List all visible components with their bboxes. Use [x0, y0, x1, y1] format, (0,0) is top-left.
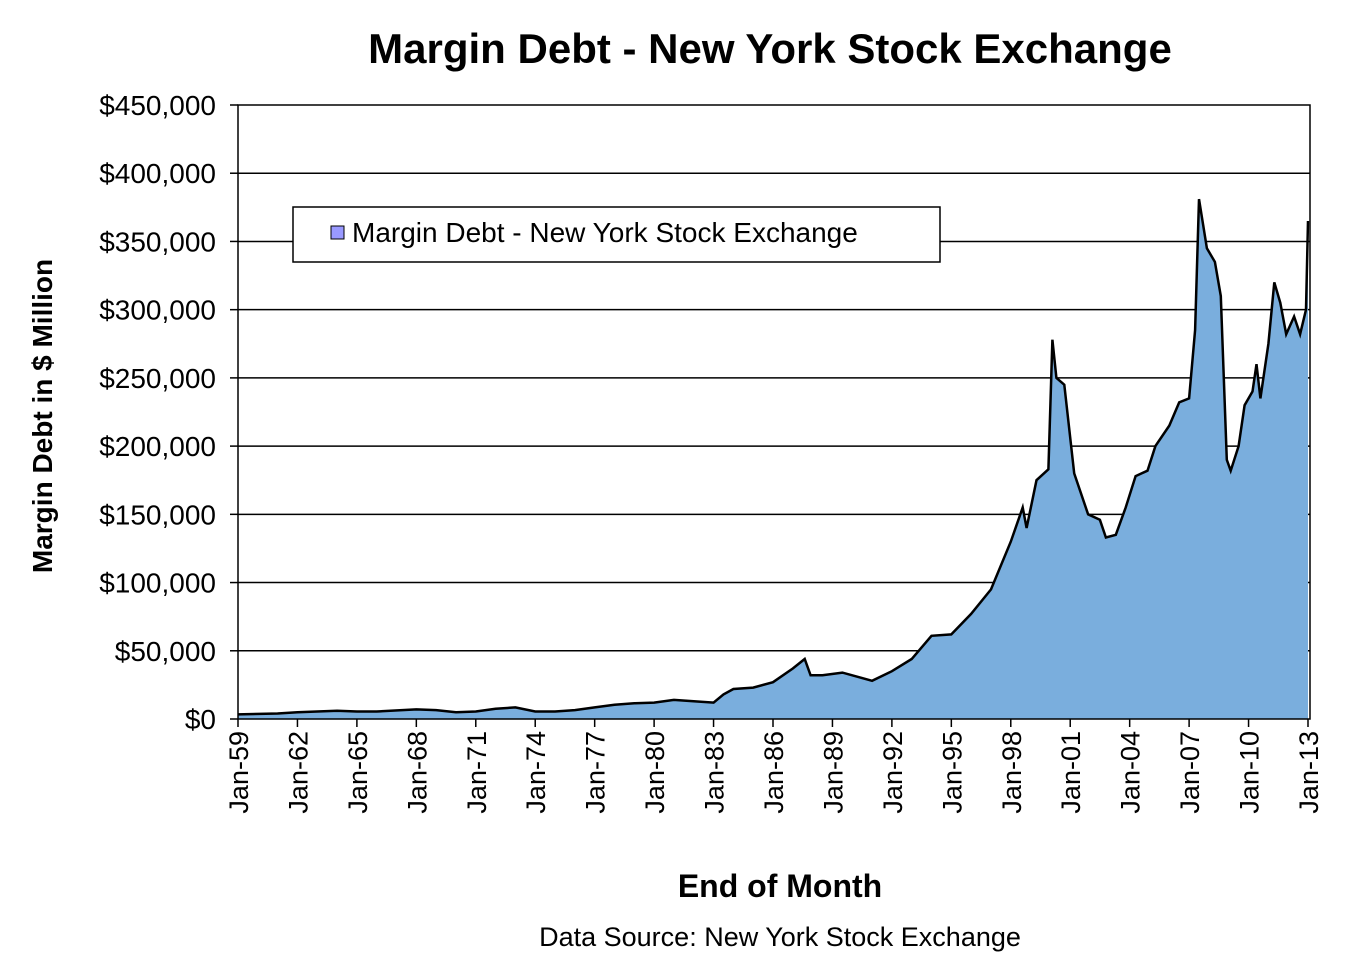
- x-tick-label: Jan-62: [283, 731, 313, 814]
- x-tick-label: Jan-07: [1175, 731, 1205, 814]
- x-axis-label: End of Month: [678, 868, 882, 904]
- x-tick-label: Jan-04: [1116, 731, 1146, 814]
- y-tick-label: $100,000: [99, 568, 216, 599]
- area-fill: [238, 199, 1308, 720]
- x-tick-label: Jan-59: [224, 731, 254, 814]
- y-tick-label: $0: [185, 704, 216, 735]
- legend-swatch: [330, 225, 345, 240]
- legend-label: Margin Debt - New York Stock Exchange: [352, 217, 858, 248]
- plot-frame: [237, 104, 1311, 720]
- x-tick-label: Jan-83: [700, 731, 730, 814]
- y-tick-label: $150,000: [99, 499, 216, 530]
- y-tick-label: $250,000: [99, 363, 216, 394]
- y-tick-label: $450,000: [99, 90, 216, 121]
- x-tick-label: Jan-10: [1235, 731, 1265, 814]
- x-tick-label: Jan-77: [581, 731, 611, 814]
- y-tick-label: $350,000: [99, 226, 216, 257]
- x-tick-label: Jan-95: [937, 731, 967, 814]
- chart-title: Margin Debt - New York Stock Exchange: [368, 25, 1172, 72]
- x-tick-label: Jan-13: [1294, 731, 1324, 814]
- y-tick-label: $50,000: [115, 636, 216, 667]
- legend-box: [292, 206, 941, 263]
- x-tick-label: Jan-86: [759, 731, 789, 814]
- x-tick-label: Jan-01: [1056, 731, 1086, 814]
- x-tick-label: Jan-71: [462, 731, 492, 814]
- y-tick-label: $200,000: [99, 431, 216, 462]
- legend: Margin Debt - New York Stock Exchange: [292, 206, 941, 263]
- y-tick-label: $400,000: [99, 158, 216, 189]
- x-tick-label: Jan-74: [521, 731, 551, 814]
- data-source-note: Data Source: New York Stock Exchange: [539, 922, 1021, 952]
- x-tick-label: Jan-68: [402, 731, 432, 814]
- y-tick-label: $300,000: [99, 295, 216, 326]
- x-tick-label: Jan-80: [640, 731, 670, 814]
- x-tick-label: Jan-65: [343, 731, 373, 814]
- x-tick-label: Jan-98: [997, 731, 1027, 814]
- y-axis-label: Margin Debt in $ Million: [27, 259, 58, 573]
- x-tick-label: Jan-89: [818, 731, 848, 814]
- x-tick-label: Jan-92: [878, 731, 908, 814]
- series-line: [237, 198, 1310, 716]
